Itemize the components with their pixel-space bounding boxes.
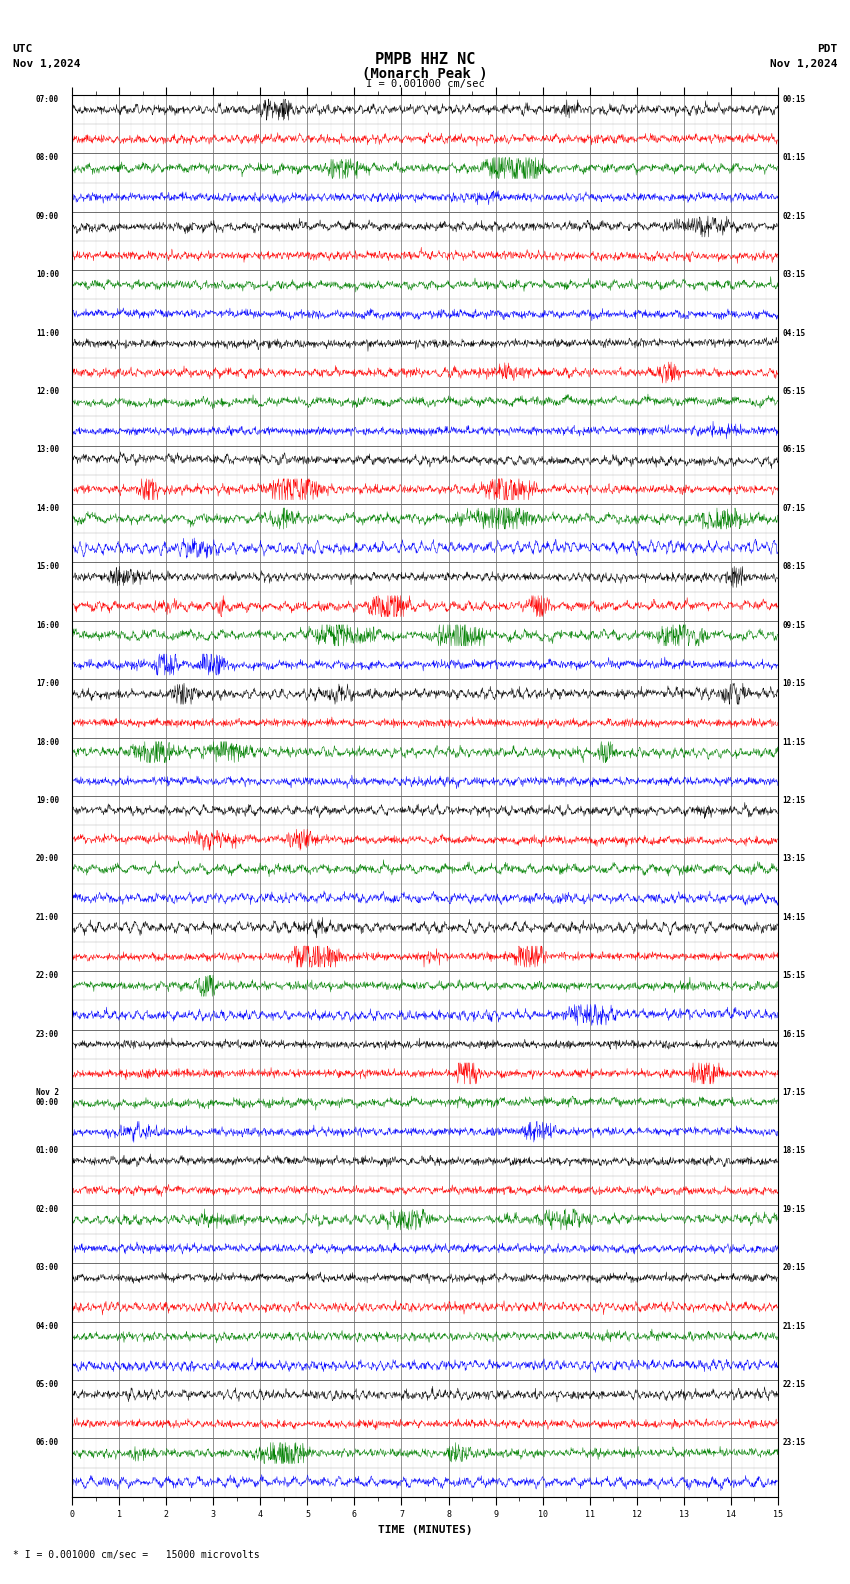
Text: 04:15: 04:15 [783,329,806,337]
Text: 08:00: 08:00 [36,154,60,163]
Text: 12:15: 12:15 [783,795,806,805]
Text: 19:15: 19:15 [783,1205,806,1213]
Text: Nov 2
00:00: Nov 2 00:00 [36,1088,60,1107]
Text: 03:00: 03:00 [36,1264,60,1272]
Text: Nov 1,2024: Nov 1,2024 [770,59,837,68]
Text: PMPB HHZ NC: PMPB HHZ NC [375,52,475,67]
Text: 19:00: 19:00 [36,795,60,805]
Text: 06:15: 06:15 [783,445,806,455]
Text: 08:15: 08:15 [783,562,806,572]
Text: 20:15: 20:15 [783,1264,806,1272]
Text: 10:15: 10:15 [783,680,806,687]
Text: 15:15: 15:15 [783,971,806,980]
Text: I = 0.001000 cm/sec: I = 0.001000 cm/sec [366,79,484,89]
Text: 13:00: 13:00 [36,445,60,455]
Text: 02:15: 02:15 [783,212,806,220]
Text: 09:00: 09:00 [36,212,60,220]
Text: 21:00: 21:00 [36,912,60,922]
Text: 17:15: 17:15 [783,1088,806,1098]
Text: 18:15: 18:15 [783,1147,806,1155]
Text: * I = 0.001000 cm/sec =   15000 microvolts: * I = 0.001000 cm/sec = 15000 microvolts [13,1551,259,1560]
Text: 23:15: 23:15 [783,1438,806,1448]
Text: 22:00: 22:00 [36,971,60,980]
Text: 06:00: 06:00 [36,1438,60,1448]
Text: 11:15: 11:15 [783,738,806,746]
Text: 21:15: 21:15 [783,1321,806,1331]
Text: 16:00: 16:00 [36,621,60,630]
Text: Nov 1,2024: Nov 1,2024 [13,59,80,68]
Text: 01:15: 01:15 [783,154,806,163]
Text: UTC: UTC [13,44,33,54]
Text: 07:00: 07:00 [36,95,60,105]
Text: 05:00: 05:00 [36,1380,60,1389]
Text: PDT: PDT [817,44,837,54]
Text: 07:15: 07:15 [783,504,806,513]
Text: 03:15: 03:15 [783,271,806,279]
Text: 12:00: 12:00 [36,386,60,396]
Text: 11:00: 11:00 [36,329,60,337]
X-axis label: TIME (MINUTES): TIME (MINUTES) [377,1525,473,1535]
Text: 13:15: 13:15 [783,854,806,863]
Text: 09:15: 09:15 [783,621,806,630]
Text: 20:00: 20:00 [36,854,60,863]
Text: 02:00: 02:00 [36,1205,60,1213]
Text: 14:15: 14:15 [783,912,806,922]
Text: 01:00: 01:00 [36,1147,60,1155]
Text: 00:15: 00:15 [783,95,806,105]
Text: 14:00: 14:00 [36,504,60,513]
Text: 22:15: 22:15 [783,1380,806,1389]
Text: 10:00: 10:00 [36,271,60,279]
Text: 23:00: 23:00 [36,1030,60,1039]
Text: 05:15: 05:15 [783,386,806,396]
Text: 15:00: 15:00 [36,562,60,572]
Text: 16:15: 16:15 [783,1030,806,1039]
Text: 17:00: 17:00 [36,680,60,687]
Text: 18:00: 18:00 [36,738,60,746]
Text: 04:00: 04:00 [36,1321,60,1331]
Text: (Monarch Peak ): (Monarch Peak ) [362,67,488,81]
